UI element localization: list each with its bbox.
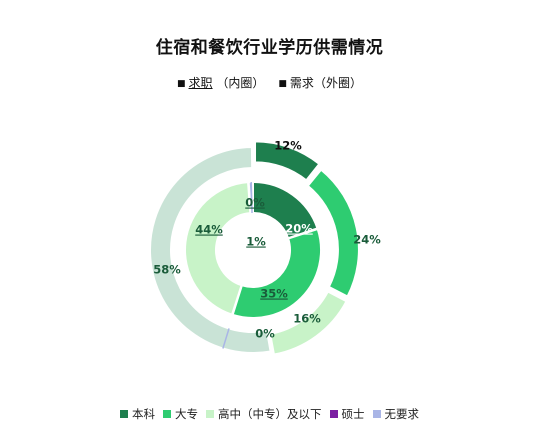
inner-slice-2	[184, 181, 252, 316]
legend-swatch	[329, 410, 338, 418]
legend-item: 本科	[120, 406, 155, 422]
legend-label: 硕士	[341, 407, 365, 421]
outer-ring-marker: ■	[278, 79, 287, 89]
legend-item: 大专	[163, 406, 198, 422]
inner-label-0: 20%	[285, 222, 313, 236]
outer-sliver-masters	[222, 328, 230, 349]
inner-ring-marker: ■	[177, 79, 186, 89]
inner-label-1: 35%	[260, 287, 288, 301]
legend-label: 高中（中专）及以下	[218, 407, 322, 421]
ring-legend-note: ■ 求职 （内圈） ■ 需求（外圈）	[0, 74, 539, 91]
outer-slice-0	[254, 140, 321, 182]
legend-swatch	[163, 410, 171, 418]
legend-label: 本科	[132, 407, 155, 421]
outer-ring-note: （外圈）	[313, 76, 362, 90]
outer-label-4: 58%	[153, 263, 181, 277]
legend-label: 大专	[175, 407, 198, 421]
legend-swatch	[372, 410, 381, 418]
outer-slice-4	[149, 145, 272, 354]
outer-label-0: 12%	[274, 139, 302, 153]
inner-label-2: 44%	[195, 223, 223, 237]
outer-label-1: 24%	[353, 233, 381, 247]
inner-label-3: 0%	[245, 196, 265, 210]
chart-title: 住宿和餐饮行业学历供需情况	[155, 38, 384, 58]
outer-slice-1	[306, 168, 360, 298]
outer-ring-name: 需求	[289, 76, 314, 90]
legend-swatch	[120, 410, 128, 418]
legend-item: 无要求	[372, 406, 420, 422]
legend-label: 无要求	[384, 407, 420, 421]
outer-slice-2	[269, 290, 348, 356]
legend-item: 高中（中专）及以下	[206, 406, 322, 422]
inner-ring-note: （内圈）	[216, 76, 265, 90]
legend: 本科 大专 高中（中专）及以下 硕士 无要求	[0, 406, 539, 422]
legend-swatch	[206, 410, 214, 418]
inner-ring-name: 求职	[188, 76, 213, 90]
inner-label-4: 1%	[246, 235, 266, 249]
legend-item: 硕士	[329, 406, 365, 422]
outer-label-3: 0%	[255, 327, 275, 341]
inner-sliver-none	[250, 182, 253, 214]
inner-slice-1	[231, 227, 322, 319]
outer-label-2: 16%	[293, 312, 321, 326]
